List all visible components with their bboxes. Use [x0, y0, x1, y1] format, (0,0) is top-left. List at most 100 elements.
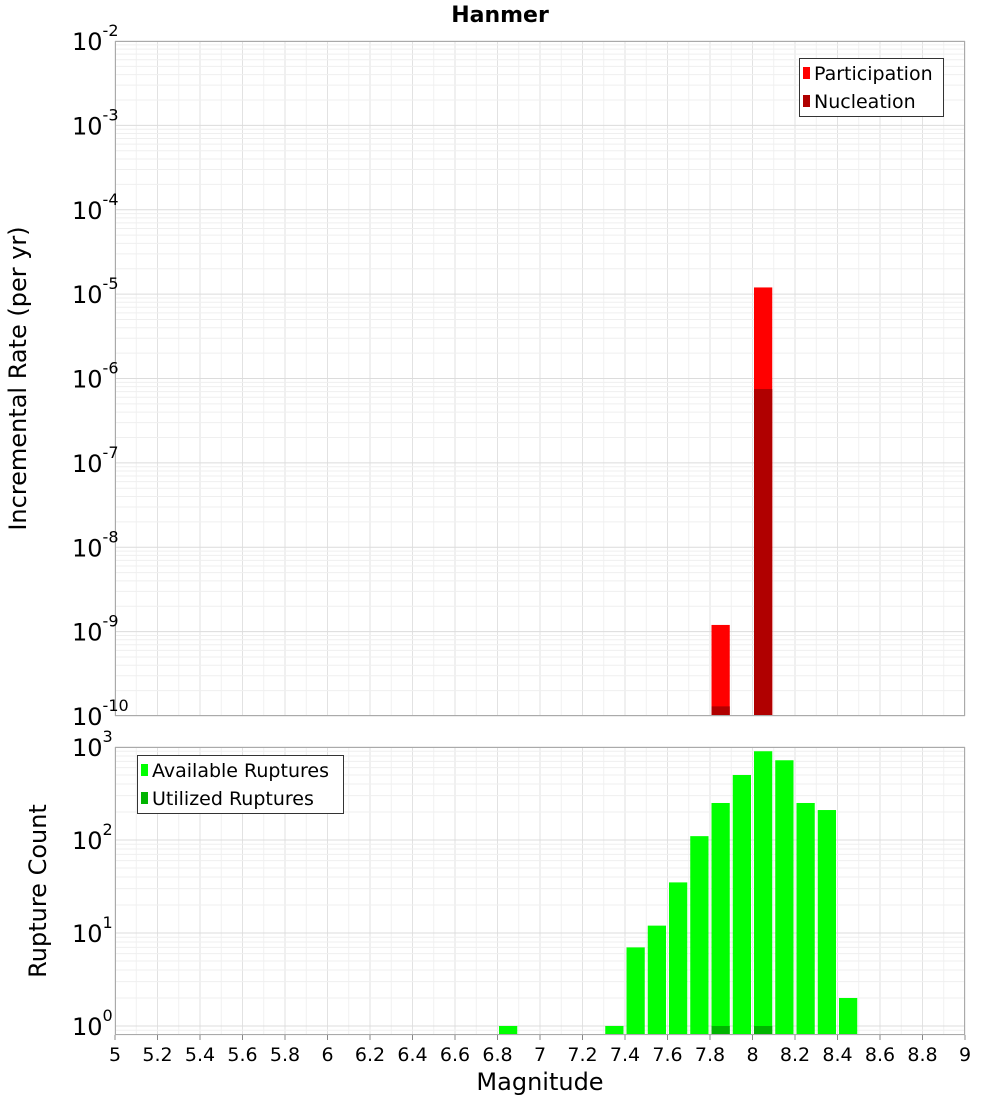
- y-tick-label: 10-9: [72, 612, 119, 647]
- y-tick-label: 103: [72, 727, 113, 762]
- x-tick-label: 8.2: [780, 1044, 810, 1066]
- count-bar: [817, 810, 836, 1035]
- count-bar: [839, 997, 858, 1035]
- count-bar: [754, 751, 773, 1035]
- x-tick-label: 7.2: [567, 1044, 597, 1066]
- count-bar: [647, 925, 666, 1035]
- count-bar: [711, 802, 730, 1035]
- rate-bar: [711, 624, 730, 716]
- y-tick-base: 10: [72, 366, 103, 394]
- legend-swatch: [141, 792, 148, 804]
- y-tick-base: 10: [72, 703, 103, 731]
- x-tick-label: 5.6: [227, 1044, 257, 1066]
- magnitude-x-ticks: 5 5.2 5.4 5.6 5.8 6 6.2 6.4 6.6 6.8 7 7.2 7.4 7.6 7.8 8…: [109, 1035, 971, 1066]
- legend-label: Nucleation: [814, 91, 916, 113]
- x-tick-label: 6.8: [482, 1044, 512, 1066]
- y-tick-label: 10-5: [72, 274, 119, 309]
- rate-legend: Participation Nucleation: [799, 58, 944, 117]
- count-bar: [796, 802, 815, 1035]
- count-bar: [669, 882, 688, 1035]
- x-tick-label: 8: [746, 1044, 758, 1066]
- rate-y-axis-label: Incremental Rate (per yr): [4, 226, 32, 530]
- x-tick-label: 7.6: [652, 1044, 682, 1066]
- legend-label: Participation: [814, 63, 933, 85]
- rate-bars: [711, 287, 773, 716]
- x-tick-label: 6: [321, 1044, 333, 1066]
- y-tick-label: 10-8: [72, 527, 119, 562]
- y-tick-base: 10: [72, 534, 103, 562]
- x-tick-label: 7.4: [610, 1044, 640, 1066]
- y-tick-base: 10: [72, 281, 103, 309]
- x-tick-label: 8.6: [865, 1044, 895, 1066]
- x-tick-label: 8.8: [907, 1044, 937, 1066]
- y-tick-exponent: 0: [103, 1006, 113, 1025]
- legend-box: [137, 755, 344, 814]
- y-tick-base: 10: [72, 450, 103, 478]
- x-tick-label: 5.8: [270, 1044, 300, 1066]
- y-tick-label: 102: [72, 820, 113, 855]
- y-tick-label: 100: [72, 1006, 113, 1041]
- y-tick-label: 10-3: [72, 105, 119, 140]
- y-tick-base: 10: [72, 1013, 103, 1041]
- count-bar: [605, 1025, 624, 1035]
- rate-grid: [114, 40, 966, 717]
- y-tick-label: 10-10: [72, 696, 129, 731]
- count-bar: [711, 1025, 730, 1035]
- y-tick-exponent: -2: [103, 21, 119, 40]
- x-tick-label: 9: [959, 1044, 971, 1066]
- y-tick-base: 10: [72, 619, 103, 647]
- y-tick-exponent: -7: [103, 443, 119, 462]
- x-tick-label: 7: [534, 1044, 546, 1066]
- y-tick-exponent: -3: [103, 105, 119, 124]
- count-bar: [754, 1025, 773, 1035]
- rate-bar: [754, 389, 773, 716]
- x-tick-label: 8.4: [822, 1044, 852, 1066]
- y-tick-base: 10: [72, 197, 103, 225]
- rate-bar: [711, 706, 730, 716]
- legend-swatch: [803, 67, 810, 79]
- y-tick-exponent: -9: [103, 612, 119, 631]
- y-tick-exponent: 3: [103, 727, 113, 746]
- x-tick-label: 7.8: [695, 1044, 725, 1066]
- y-tick-exponent: 2: [103, 820, 113, 839]
- x-tick-label: 6.2: [355, 1044, 385, 1066]
- y-tick-label: 10-2: [72, 21, 119, 56]
- x-axis-label: Magnitude: [476, 1068, 603, 1096]
- count-legend: Available Ruptures Utilized Ruptures: [137, 755, 344, 814]
- legend-box: [799, 58, 944, 117]
- legend-swatch: [141, 764, 148, 776]
- x-tick-label: 6.6: [440, 1044, 470, 1066]
- y-tick-base: 10: [72, 920, 103, 948]
- y-tick-label: 10-7: [72, 443, 119, 478]
- count-plot-frame: [115, 747, 965, 1035]
- y-tick-exponent: -5: [103, 274, 119, 293]
- x-tick-label: 5.2: [142, 1044, 172, 1066]
- y-tick-exponent: -4: [103, 190, 119, 209]
- y-tick-exponent: -8: [103, 527, 119, 546]
- count-bar: [690, 836, 709, 1035]
- x-tick-label: 6.4: [397, 1044, 427, 1066]
- y-tick-exponent: 1: [103, 913, 113, 932]
- y-tick-exponent: -10: [103, 696, 129, 715]
- y-tick-base: 10: [72, 28, 103, 56]
- count-bar: [626, 947, 645, 1035]
- chart-title: Hanmer: [451, 3, 549, 28]
- y-tick-label: 101: [72, 913, 113, 948]
- count-bars: [499, 751, 858, 1035]
- x-tick-label: 5.4: [185, 1044, 215, 1066]
- y-tick-label: 10-4: [72, 190, 119, 225]
- legend-swatch: [803, 95, 810, 107]
- rate-plot-frame: [115, 41, 965, 716]
- y-tick-base: 10: [72, 734, 103, 762]
- y-tick-base: 10: [72, 112, 103, 140]
- legend-label: Utilized Ruptures: [152, 788, 314, 810]
- y-tick-base: 10: [72, 827, 103, 855]
- y-tick-exponent: -6: [103, 359, 119, 378]
- y-tick-label: 10-6: [72, 359, 119, 394]
- count-y-axis-label: Rupture Count: [24, 804, 52, 978]
- legend-label: Available Ruptures: [152, 760, 329, 782]
